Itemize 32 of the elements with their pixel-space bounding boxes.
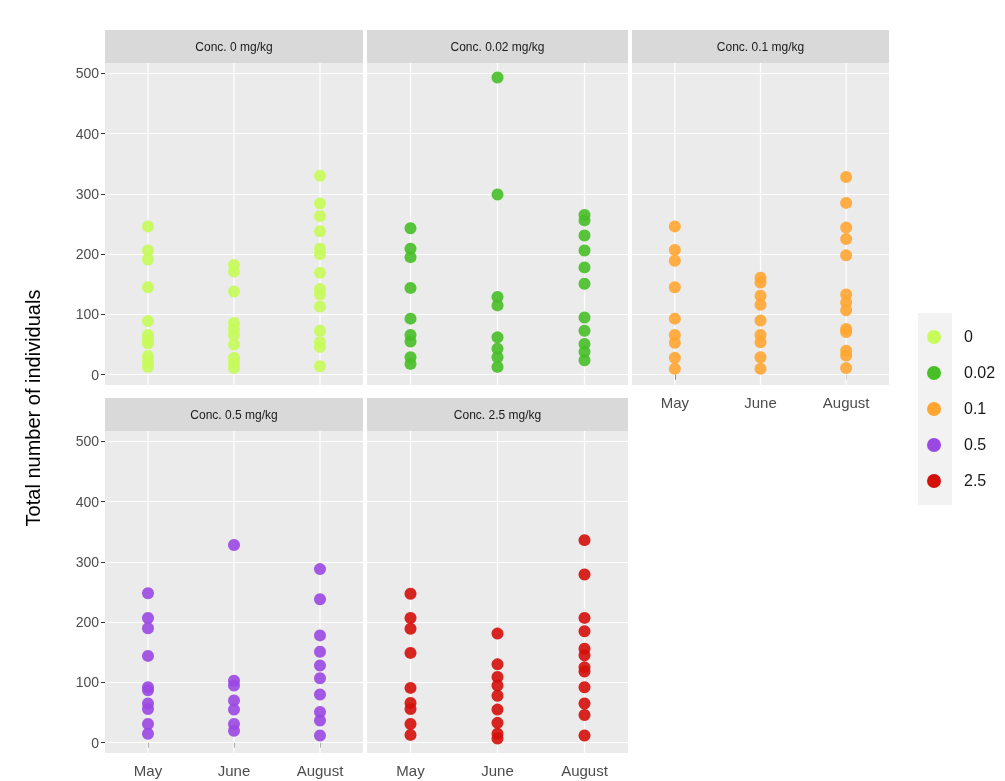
- y-tick-label: 300: [75, 553, 100, 570]
- y-tick-label: 400: [75, 493, 100, 510]
- chart-title: Conc. 0 mg/kg: [105, 30, 363, 63]
- x-tick-label: May: [133, 762, 163, 779]
- x-tick-label: August: [561, 762, 609, 779]
- y-axis-title: Total number of individuals: [21, 289, 45, 527]
- x-tick-label: August: [822, 394, 871, 411]
- x-tick-label: August: [296, 762, 345, 779]
- y-tick-label: 400: [75, 125, 100, 142]
- x-tick-label: June: [217, 762, 251, 779]
- y-tick-label: 100: [75, 306, 100, 323]
- chart-title: Conc. 0.1 mg/kg: [632, 30, 889, 63]
- y-tick-label: 200: [75, 614, 100, 631]
- y-tick-label: 500: [75, 433, 100, 450]
- y-tick-label: 0: [91, 366, 100, 383]
- chart-title: Conc. 0.02 mg/kg: [367, 30, 628, 63]
- x-tick-label: June: [744, 394, 777, 411]
- y-tick-label: 500: [75, 65, 100, 82]
- legend-label: 0.02: [964, 364, 996, 382]
- y-tick-label: 300: [75, 185, 100, 202]
- y-tick-label: 200: [75, 246, 100, 263]
- x-tick-label: May: [396, 762, 426, 779]
- legend-label: 0.1: [964, 400, 987, 418]
- legend-label: 2.5: [964, 472, 987, 490]
- chart-title: Conc. 0.5 mg/kg: [105, 398, 363, 431]
- legend-label: 0: [964, 328, 973, 346]
- y-tick-label: 100: [75, 674, 100, 691]
- legend-label: 0.5: [964, 436, 987, 454]
- chart-title: Conc. 2.5 mg/kg: [367, 398, 628, 431]
- x-tick-label: May: [660, 394, 690, 411]
- x-tick-label: June: [481, 762, 514, 779]
- y-tick-label: 0: [91, 734, 100, 751]
